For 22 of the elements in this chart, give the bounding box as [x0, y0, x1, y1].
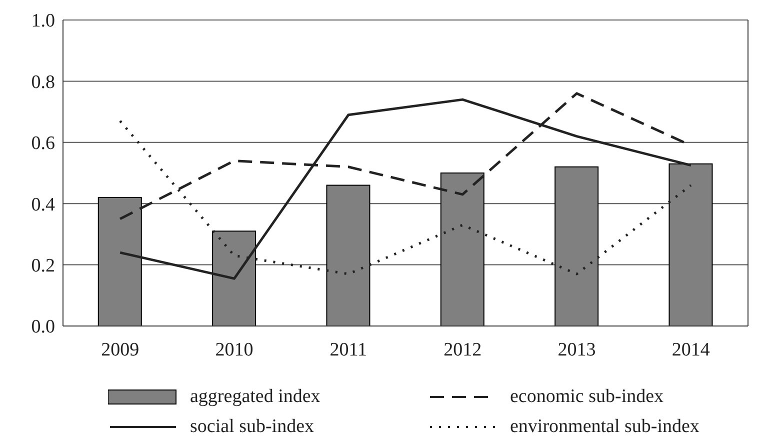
y-tick-label: 0.4 — [31, 194, 56, 216]
x-tick-label: 2014 — [672, 339, 710, 360]
legend-label: economic sub-index — [510, 386, 664, 408]
bar — [554, 166, 599, 326]
x-tick-label: 2012 — [444, 339, 482, 360]
bar — [212, 230, 256, 326]
bar — [98, 196, 142, 326]
bar — [668, 163, 713, 326]
x-tick-label: 2010 — [215, 339, 254, 360]
y-tick-label: 0.2 — [31, 256, 55, 277]
y-tick-label: 0.0 — [31, 316, 55, 338]
x-tick-label: 2011 — [330, 339, 368, 360]
x-tick-label: 2009 — [101, 339, 140, 360]
y-tick-label: 1.0 — [31, 10, 55, 32]
bar — [326, 184, 370, 326]
y-tick-label: 0.6 — [31, 133, 55, 154]
bar — [440, 172, 484, 326]
y-tick-label: 0.8 — [31, 72, 55, 93]
legend-label: social sub-index — [190, 416, 314, 438]
x-tick-label: 2013 — [558, 339, 596, 360]
legend-label: aggregated index — [190, 386, 320, 408]
legend-label: environmental sub-index — [510, 416, 700, 438]
